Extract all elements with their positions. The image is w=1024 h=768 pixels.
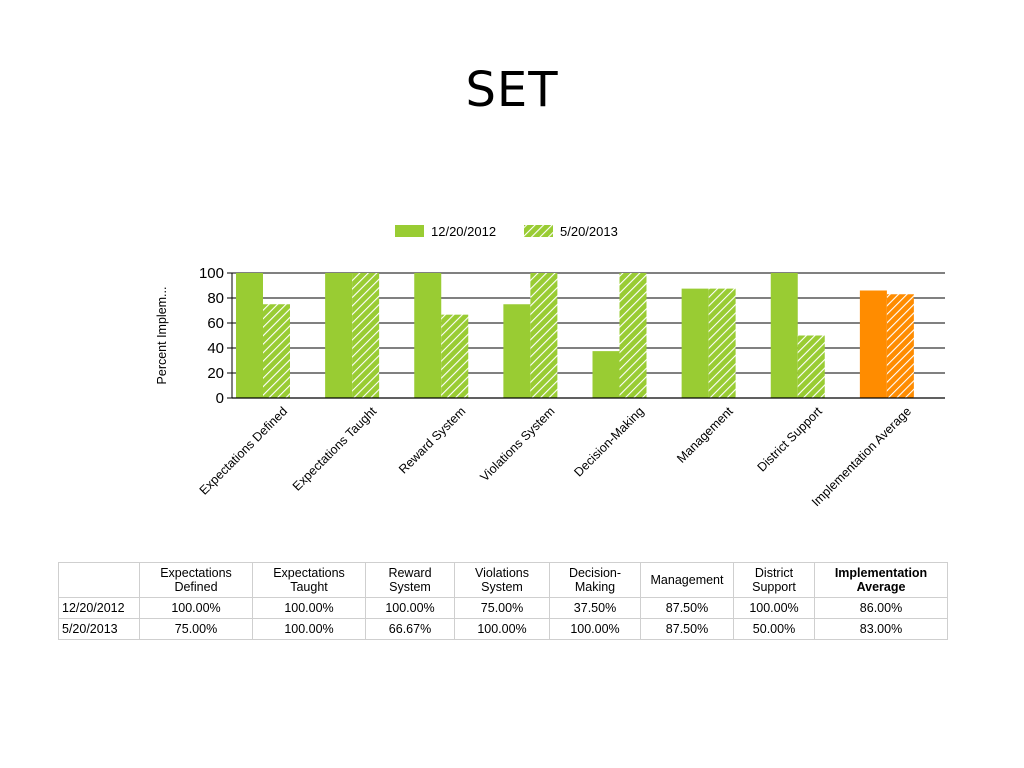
table-cell: 100.00% xyxy=(252,597,366,619)
bar-series1 xyxy=(503,304,531,398)
column-header-line: Decision- xyxy=(568,566,622,580)
column-header-line: District xyxy=(754,566,794,580)
table-cell: 86.00% xyxy=(814,597,948,619)
column-header: District Support xyxy=(733,562,815,598)
bar-series2 xyxy=(797,335,825,398)
x-tick-label: Violations System xyxy=(478,404,558,484)
table-cell: 66.67% xyxy=(365,618,455,640)
table-cell: 75.00% xyxy=(454,597,550,619)
data-table: Expectations Defined Expectations Taught Rew… xyxy=(58,562,948,640)
x-tick-labels: Expectations Defined Expectations Taught R… xyxy=(197,404,914,509)
bar-chart: 12/20/2012 5/20/2013 0 20 40 60 80 100 Expecta… xyxy=(155,224,945,509)
x-tick-label: Expectations Taught xyxy=(290,404,380,494)
column-header-line: Violations xyxy=(475,566,529,580)
column-header-line: Support xyxy=(752,580,796,594)
column-header-line: Making xyxy=(574,580,616,594)
bar-series2 xyxy=(530,273,558,398)
column-header-line: Management xyxy=(650,573,724,587)
table-cell: 87.50% xyxy=(640,618,734,640)
column-header-line: Reward xyxy=(388,566,432,580)
y-tick-label: 0 xyxy=(216,390,224,407)
bar-series1 xyxy=(681,288,709,398)
y-tick-label: 40 xyxy=(207,340,224,357)
bar-series2 xyxy=(352,273,380,398)
table-cell: 83.00% xyxy=(814,618,948,640)
axes xyxy=(231,273,945,399)
table-body: 12/20/2012 100.00% 100.00% 100.00% 75.00% 37.… xyxy=(58,597,948,640)
bar-series2 xyxy=(619,273,647,398)
table-cell: 100.00% xyxy=(252,618,366,640)
legend-swatch xyxy=(524,225,553,237)
table-row: 12/20/2012 100.00% 100.00% 100.00% 75.00% 37.… xyxy=(58,597,948,619)
column-header: Implementation Average xyxy=(814,562,948,598)
row-header-cell: 12/20/2012 xyxy=(58,597,140,619)
bar-series1 xyxy=(325,273,353,398)
table-cell: 87.50% xyxy=(640,597,734,619)
x-tick-label: Implementation Average xyxy=(809,404,914,509)
x-tick-label: Reward System xyxy=(396,404,468,476)
x-tick-label: District Support xyxy=(755,404,826,475)
column-header: Decision- Making xyxy=(549,562,641,598)
table-header-row: Expectations Defined Expectations Taught Rew… xyxy=(58,562,948,598)
chart-legend: 12/20/2012 5/20/2013 xyxy=(395,224,618,239)
bar-series1 xyxy=(770,273,798,398)
column-header: Violations System xyxy=(454,562,550,598)
column-header-line: System xyxy=(481,580,523,594)
table-cell: 37.50% xyxy=(549,597,641,619)
table-cell: 75.00% xyxy=(139,618,253,640)
x-tick-label: Management xyxy=(674,404,736,466)
y-axis-title: Percent Implem... xyxy=(155,287,169,385)
column-header-line: System xyxy=(389,580,431,594)
column-header xyxy=(58,562,140,598)
column-header-line: Expectations xyxy=(160,566,232,580)
y-tick-label: 20 xyxy=(207,365,224,382)
legend-label: 12/20/2012 xyxy=(431,224,496,239)
y-tick-labels: 0 20 40 60 80 100 xyxy=(199,265,224,407)
slide-title: SET xyxy=(465,62,559,118)
bar-series2 xyxy=(708,288,736,398)
row-header-cell: 5/20/2013 xyxy=(58,618,140,640)
y-tick-label: 100 xyxy=(199,265,224,282)
column-header: Expectations Defined xyxy=(139,562,253,598)
column-header-line: Defined xyxy=(174,580,218,594)
legend-swatch xyxy=(395,225,424,237)
bar-series1 xyxy=(859,290,887,398)
y-tick-label: 60 xyxy=(207,315,224,332)
table-row: 5/20/2013 75.00% 100.00% 66.67% 100.00% 100.0… xyxy=(58,618,948,640)
bars xyxy=(236,273,914,398)
x-tick-label: Decision-Making xyxy=(571,404,646,479)
bar-series1 xyxy=(236,273,263,398)
table-cell: 100.00% xyxy=(454,618,550,640)
column-header-line: Implementation xyxy=(834,566,928,580)
column-header: Reward System xyxy=(365,562,455,598)
y-tick-label: 80 xyxy=(207,290,224,307)
table-cell: 100.00% xyxy=(549,618,641,640)
table-cell: 100.00% xyxy=(139,597,253,619)
bar-series2 xyxy=(441,314,469,398)
legend-label: 5/20/2013 xyxy=(560,224,618,239)
column-header-line: Average xyxy=(856,580,906,594)
x-tick-label: Expectations Defined xyxy=(197,404,290,497)
column-header: Expectations Taught xyxy=(252,562,366,598)
bar-series1 xyxy=(414,273,442,398)
table-cell: 100.00% xyxy=(733,597,815,619)
bar-series2 xyxy=(263,304,290,398)
bar-series1 xyxy=(592,351,620,398)
column-header-line: Taught xyxy=(290,580,328,594)
table-cell: 100.00% xyxy=(365,597,455,619)
column-header-line: Expectations xyxy=(273,566,345,580)
column-header: Management xyxy=(640,562,734,598)
table-cell: 50.00% xyxy=(733,618,815,640)
bar-series2 xyxy=(886,294,914,398)
